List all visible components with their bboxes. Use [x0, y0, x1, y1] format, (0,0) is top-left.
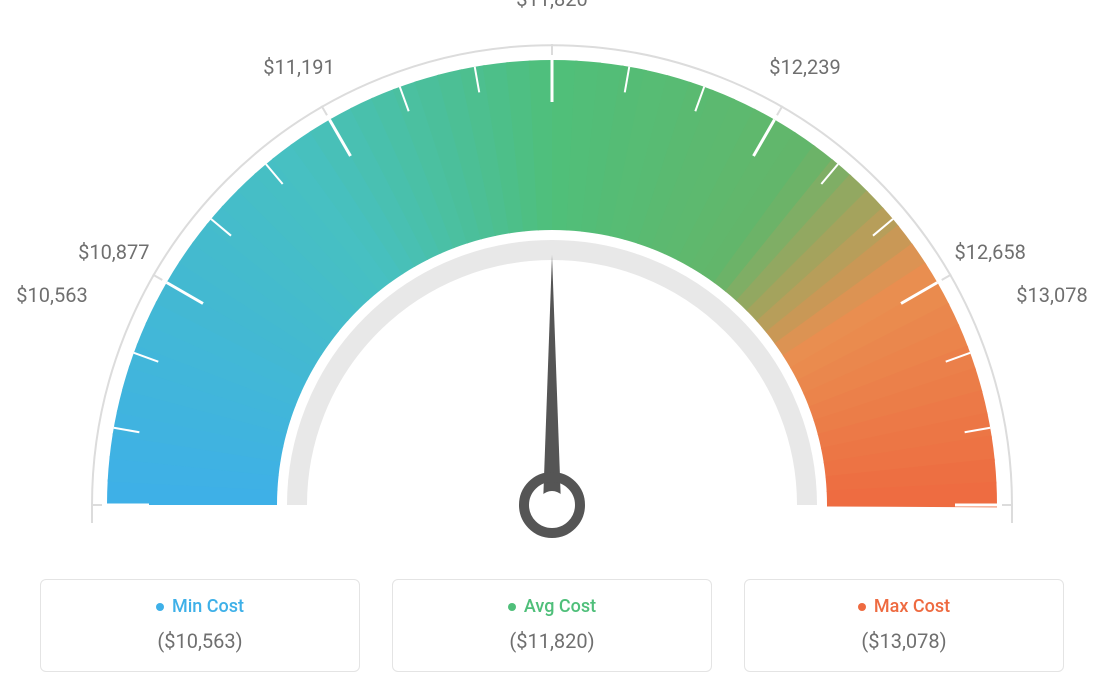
legend-dot-avg — [508, 603, 516, 611]
legend-dot-min — [156, 603, 164, 611]
legend-value-avg: ($11,820) — [411, 629, 693, 653]
gauge-tick-label: $10,563 — [16, 283, 87, 307]
legend-card-avg: Avg Cost ($11,820) — [392, 579, 712, 673]
gauge-tick-label: $11,820 — [516, 0, 587, 11]
legend-value-max: ($13,078) — [763, 629, 1045, 653]
legend-dot-max — [858, 603, 866, 611]
gauge-tick-label: $13,078 — [1016, 283, 1087, 307]
legend-value-min: ($10,563) — [59, 629, 341, 653]
gauge-tick-label: $12,239 — [769, 55, 840, 79]
legend-title-min: Min Cost — [172, 596, 244, 617]
legend-card-max: Max Cost ($13,078) — [744, 579, 1064, 673]
gauge-tick-label: $12,658 — [955, 240, 1026, 264]
gauge-tick-label: $10,877 — [78, 240, 149, 264]
legend-row: Min Cost ($10,563) Avg Cost ($11,820) Ma… — [0, 579, 1104, 673]
legend-title-avg: Avg Cost — [524, 596, 596, 617]
gauge-chart: $10,563 $10,877 $11,191 $11,820 $12,239 $12,6… — [0, 0, 1104, 560]
legend-card-min: Min Cost ($10,563) — [40, 579, 360, 673]
gauge-tick-label: $11,191 — [263, 55, 334, 79]
legend-title-max: Max Cost — [874, 596, 950, 617]
